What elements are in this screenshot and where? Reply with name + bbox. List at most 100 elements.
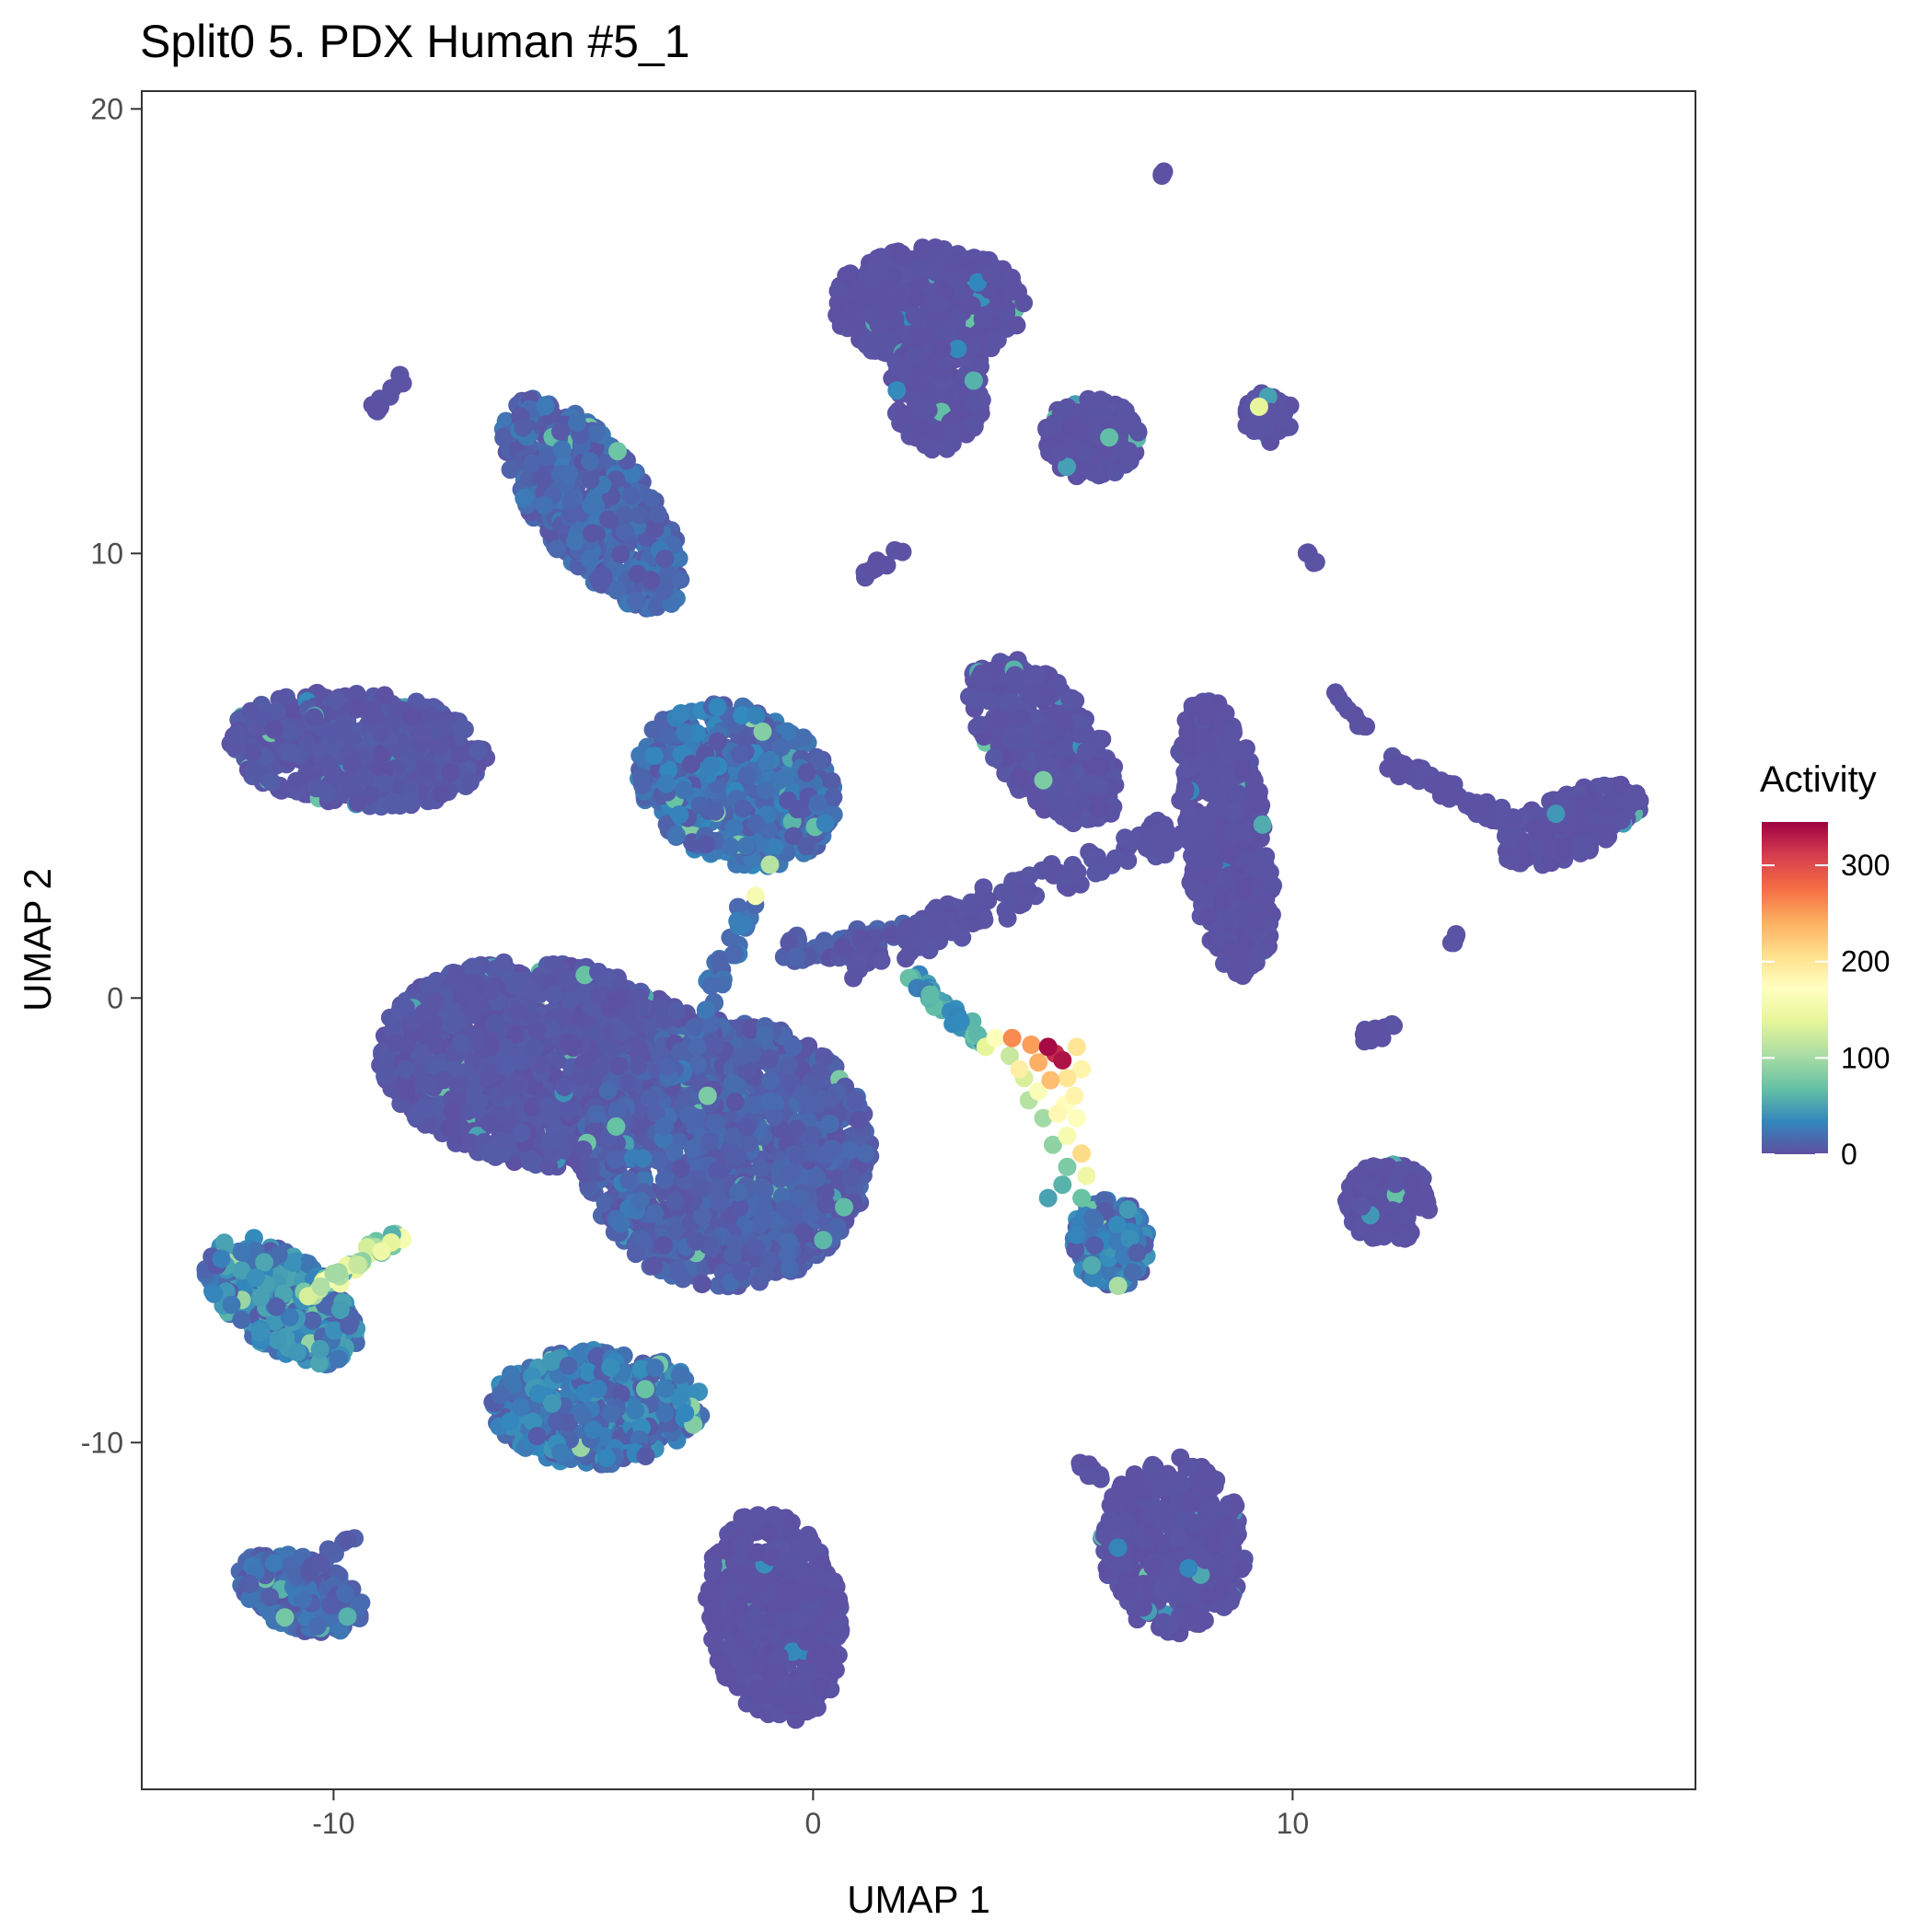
data-point (560, 1102, 579, 1121)
data-point (383, 795, 402, 815)
data-point (480, 1144, 499, 1163)
data-point (555, 1078, 574, 1096)
data-point (775, 769, 794, 788)
data-point (463, 957, 482, 977)
data-point (450, 745, 469, 764)
data-point (607, 1116, 626, 1136)
data-point (512, 1052, 531, 1070)
data-point (551, 422, 570, 441)
data-point (654, 1235, 673, 1255)
data-point (552, 440, 572, 459)
data-point (583, 524, 602, 543)
data-point (705, 1036, 724, 1056)
data-point (678, 1105, 698, 1125)
data-point (965, 417, 984, 436)
data-point (444, 1015, 462, 1035)
data-point (754, 1210, 773, 1230)
data-point (706, 802, 725, 821)
data-point (919, 400, 938, 420)
data-point (414, 723, 434, 742)
data-point (435, 717, 455, 736)
data-point (674, 781, 693, 800)
data-point (606, 1151, 625, 1170)
data-point (450, 1075, 469, 1094)
data-point (281, 743, 300, 762)
data-point (480, 1068, 499, 1086)
data-point (460, 772, 480, 792)
data-point (243, 743, 262, 762)
data-point (666, 826, 686, 845)
data-point (964, 371, 983, 390)
data-point (519, 1149, 538, 1168)
data-point (783, 1037, 803, 1057)
data-point (452, 1034, 471, 1053)
data-point (615, 522, 634, 541)
data-point (840, 1140, 860, 1160)
data-point (656, 774, 676, 793)
data-point (729, 1183, 748, 1202)
data-point (522, 454, 541, 473)
data-point (432, 784, 451, 804)
data-point (594, 567, 613, 585)
data-point (549, 1050, 567, 1070)
data-point (581, 452, 599, 471)
data-point (924, 311, 943, 330)
data-point (376, 1067, 395, 1086)
data-point (559, 1033, 578, 1052)
data-point (781, 1163, 801, 1183)
data-point (803, 1126, 822, 1145)
data-point (821, 1090, 839, 1109)
data-point (634, 998, 654, 1017)
data-point (396, 1059, 415, 1079)
data-point (467, 1031, 486, 1050)
data-point (644, 1255, 664, 1275)
data-point (535, 496, 554, 515)
data-point (724, 818, 744, 838)
data-point (586, 424, 606, 443)
data-point (708, 732, 727, 751)
data-point (494, 428, 514, 447)
data-point (871, 302, 890, 321)
data-point (561, 990, 580, 1010)
data-point (671, 1042, 690, 1061)
data-point (746, 706, 766, 725)
data-point (671, 704, 690, 723)
data-point (850, 280, 870, 299)
data-point (362, 700, 381, 720)
data-point (536, 397, 555, 416)
data-point (548, 539, 567, 559)
data-point (582, 496, 601, 515)
data-point (581, 550, 599, 569)
data-point (582, 1160, 601, 1179)
data-point (792, 1084, 812, 1104)
data-point (808, 793, 827, 813)
data-point (945, 251, 965, 271)
data-point (501, 460, 520, 480)
data-point (760, 1049, 780, 1069)
data-point (926, 262, 945, 282)
data-point (540, 1132, 560, 1151)
data-point (844, 299, 863, 318)
data-point (797, 763, 816, 782)
data-point (816, 814, 835, 833)
data-point (827, 1218, 847, 1236)
data-point (710, 1194, 729, 1213)
data-point (672, 1159, 690, 1178)
data-point (756, 1026, 775, 1046)
data-point (885, 266, 904, 285)
data-point (911, 419, 931, 438)
data-point (835, 1197, 853, 1217)
data-point (512, 1124, 531, 1143)
data-point (737, 1117, 756, 1137)
data-point (621, 486, 641, 505)
data-point (753, 722, 772, 741)
data-point (730, 745, 749, 764)
data-point (480, 1113, 499, 1132)
data-point (327, 690, 345, 710)
data-point (776, 1199, 795, 1219)
data-point (599, 510, 619, 529)
data-point (609, 1057, 629, 1075)
data-point (561, 491, 581, 510)
data-point (457, 983, 476, 1002)
data-point (697, 835, 715, 854)
